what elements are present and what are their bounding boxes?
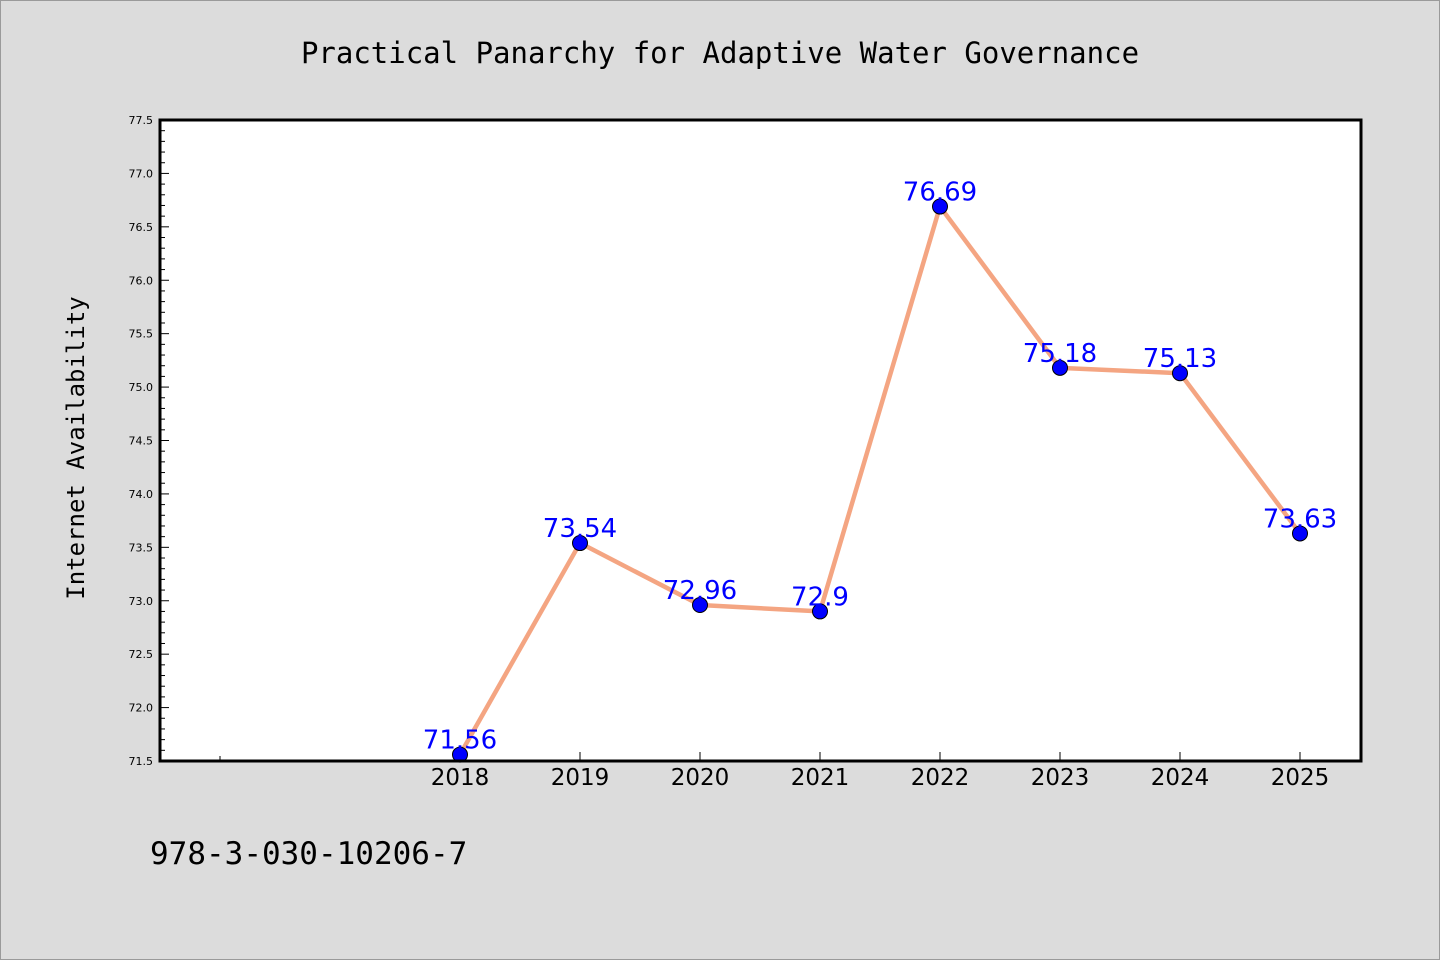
data-point: [812, 603, 828, 620]
y-axis-label: Internet Availability: [62, 296, 90, 599]
x-tick-label: 2023: [1031, 765, 1090, 791]
data-label: 73.63: [1263, 504, 1337, 534]
plot-border: [158, 118, 1363, 763]
y-tick-label: 72.5: [129, 648, 154, 661]
x-tick-label: 2020: [671, 765, 730, 791]
data-point: [692, 597, 708, 614]
axis-ticks: 71.5 72.0 72.5 73.0 73.5 74.0 74.5 75.0 75.5 76.0…: [129, 114, 1330, 791]
data-labels-layer: 71.56 73.54 72.96 72.9 76.69 75.18 75.13 73.63: [423, 178, 1337, 756]
isbn-footer: 978-3-030-10206-7: [150, 836, 467, 872]
data-label: 72.96: [663, 576, 737, 606]
data-label: 73.54: [543, 514, 617, 544]
x-tick-label: 2021: [791, 765, 850, 791]
data-label: 76.69: [903, 178, 977, 208]
data-point: [572, 535, 588, 552]
x-tick-label: 2025: [1271, 765, 1330, 791]
x-tick-label: 2018: [431, 765, 490, 791]
data-point: [932, 198, 948, 215]
chart-title: Practical Panarchy for Adaptive Water Go…: [301, 36, 1139, 70]
data-label: 75.18: [1023, 339, 1097, 369]
data-point: [1292, 525, 1308, 542]
data-points-layer: [452, 198, 1308, 763]
x-tick-label: 2022: [911, 765, 970, 791]
plot-area: [160, 120, 1361, 761]
y-tick-label: 74.0: [129, 488, 154, 501]
y-tick-label: 72.0: [129, 702, 154, 715]
series-line-layer: [457, 204, 1303, 757]
data-label: 72.9: [791, 582, 849, 612]
data-label: 75.13: [1143, 344, 1217, 374]
y-tick-label: 77.5: [129, 114, 154, 127]
y-tick-label: 73.0: [129, 595, 154, 608]
y-tick-label: 71.5: [129, 755, 154, 768]
y-tick-label: 76.0: [129, 274, 154, 287]
y-tick-label: 75.5: [129, 328, 154, 341]
y-tick-label: 73.5: [129, 541, 154, 554]
data-point: [1052, 359, 1068, 376]
data-point: [1172, 365, 1188, 382]
y-tick-label: 76.5: [129, 221, 154, 234]
y-tick-label: 75.0: [129, 381, 154, 394]
series-line: [457, 204, 1303, 757]
data-label: 71.56: [423, 726, 497, 756]
x-tick-label: 2019: [551, 765, 610, 791]
y-tick-label: 77.0: [129, 167, 154, 180]
x-tick-label: 2024: [1151, 765, 1210, 791]
y-tick-label: 74.5: [129, 435, 154, 448]
